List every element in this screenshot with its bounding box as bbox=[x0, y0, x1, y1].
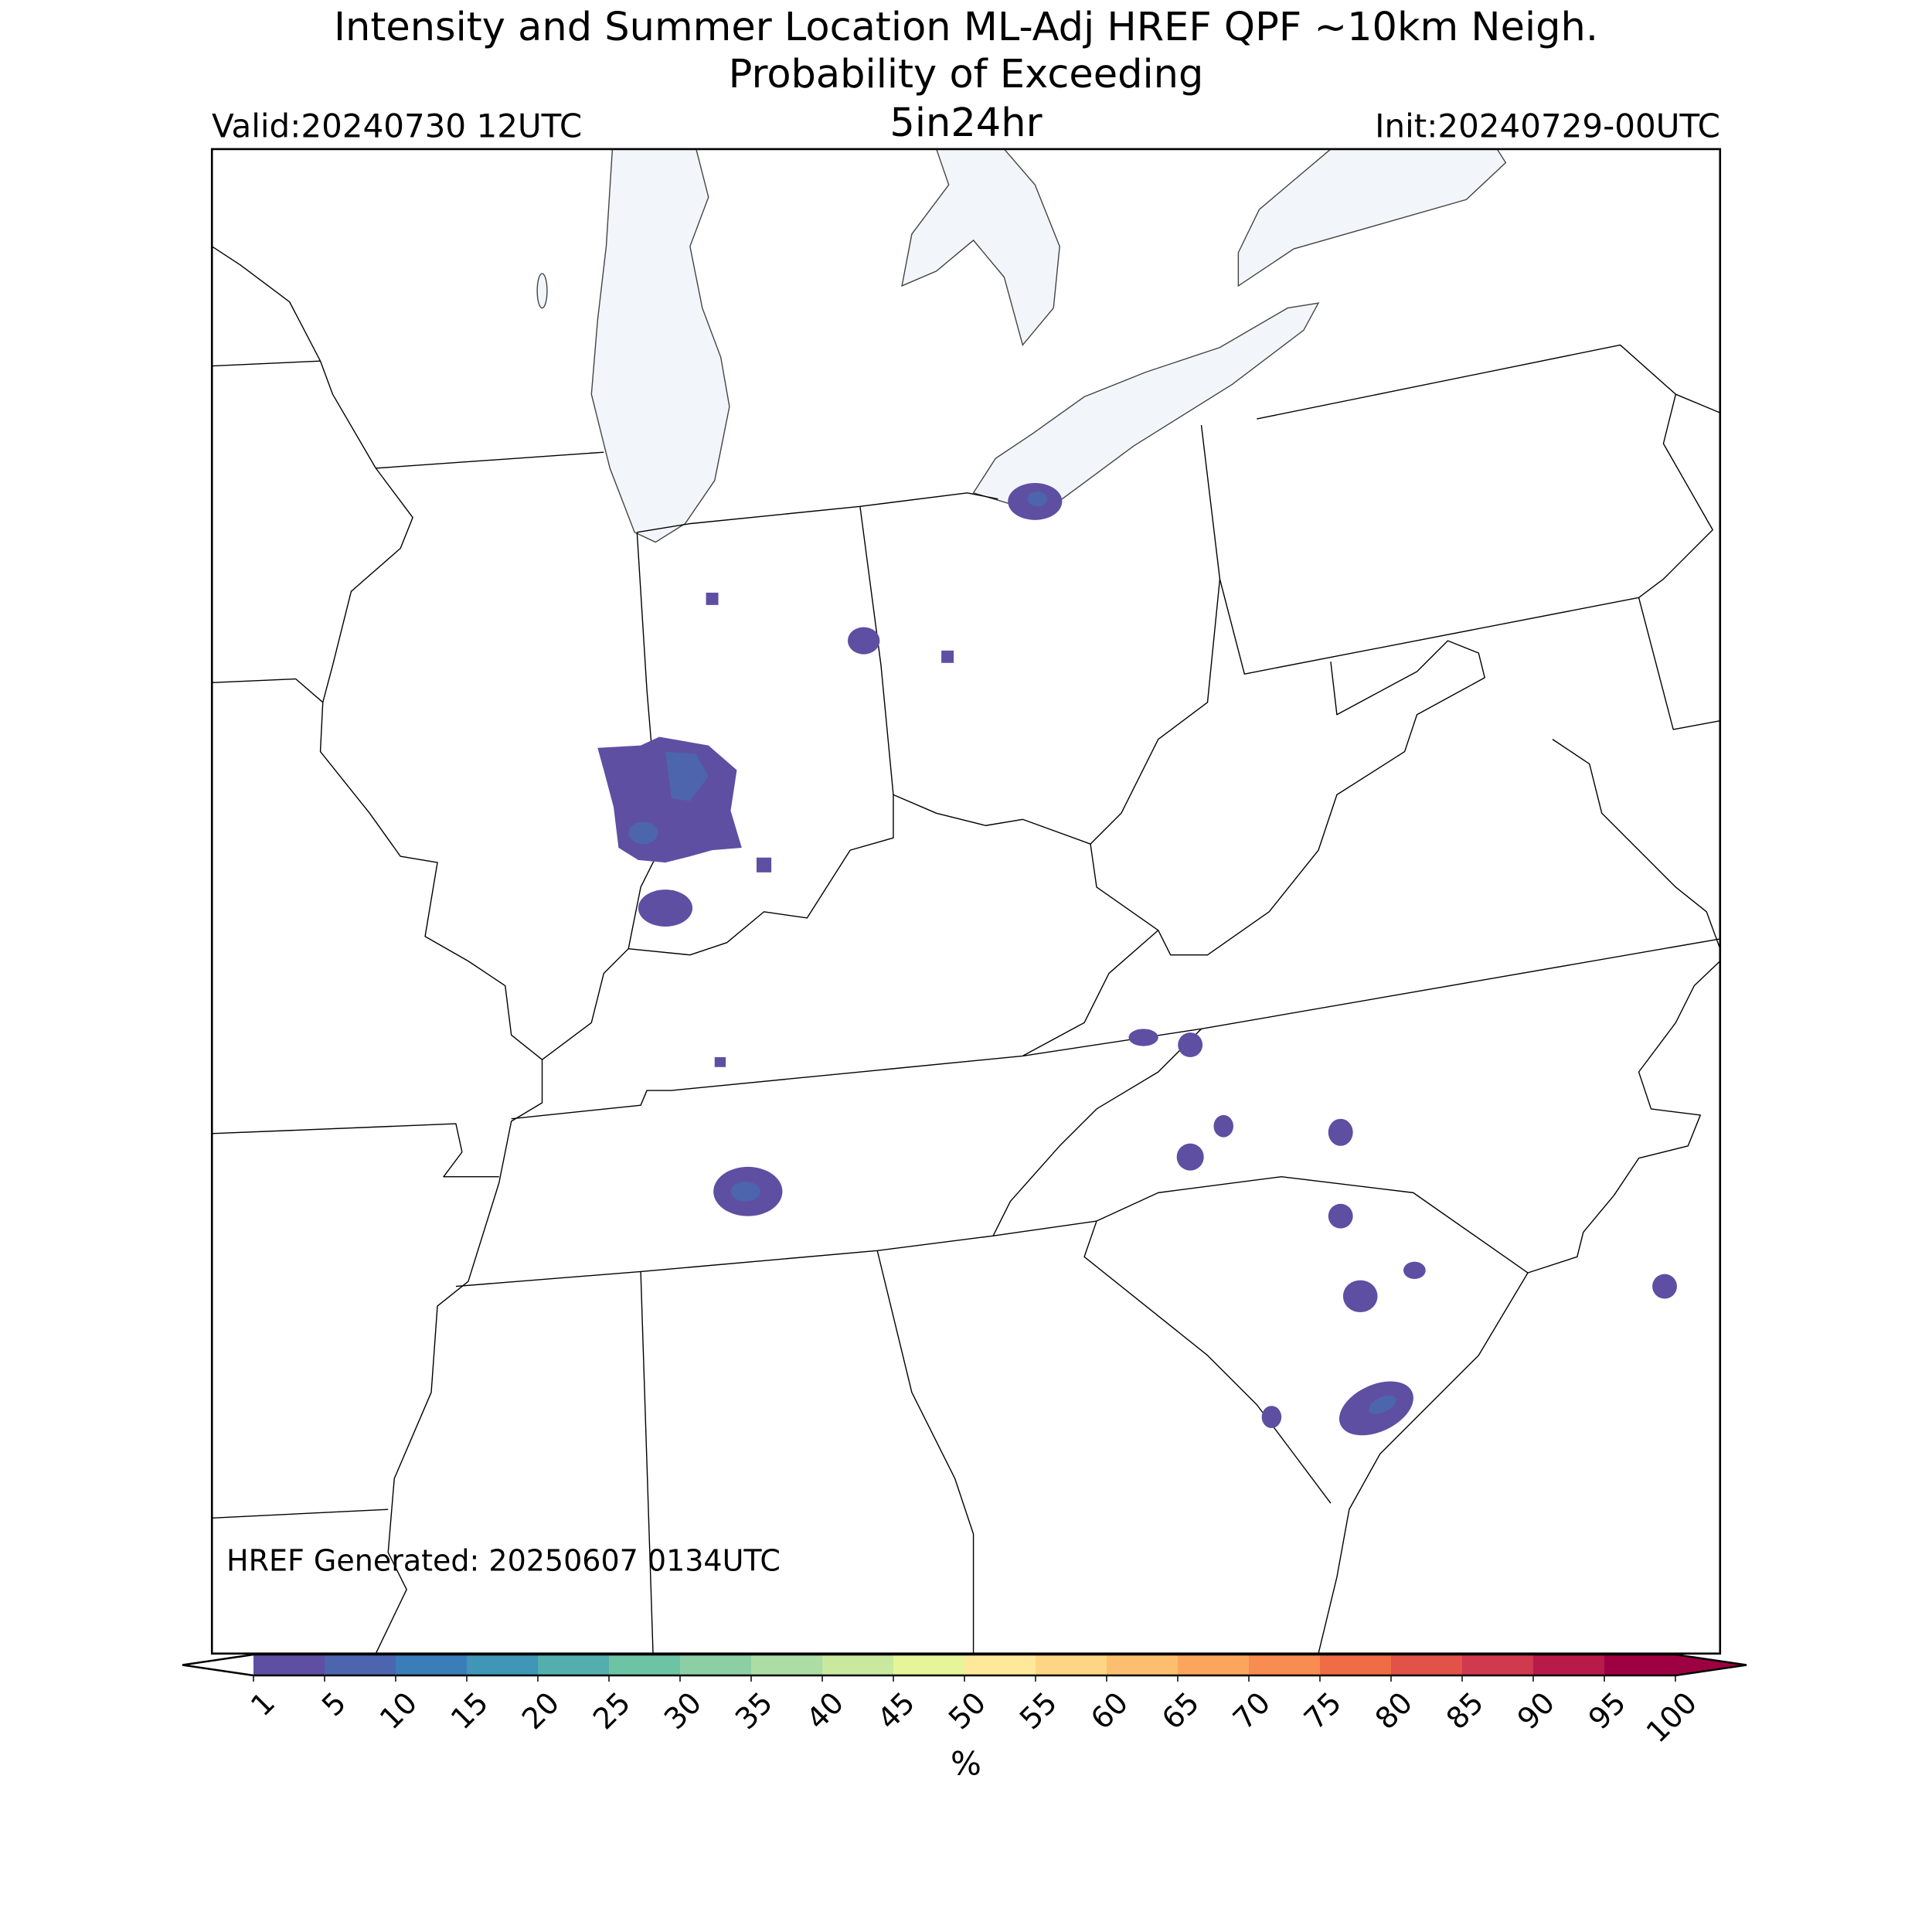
lake-huron bbox=[902, 148, 1060, 345]
prob-area bbox=[638, 889, 693, 927]
colorbar-segment bbox=[325, 1655, 396, 1675]
lake-ontario bbox=[1238, 148, 1505, 286]
prob-area bbox=[714, 1056, 726, 1067]
border bbox=[641, 1271, 653, 1653]
border bbox=[212, 247, 542, 1654]
colorbar-segment bbox=[1178, 1655, 1250, 1675]
prob-area bbox=[1328, 1118, 1353, 1146]
colorbar-segment bbox=[1107, 1655, 1179, 1675]
colorbar-segment bbox=[396, 1655, 468, 1675]
colorbar-segment bbox=[964, 1655, 1036, 1675]
border bbox=[212, 1509, 388, 1518]
colorbar-segment bbox=[1462, 1655, 1534, 1675]
border bbox=[1639, 394, 1713, 597]
prob-area bbox=[1328, 1203, 1353, 1229]
prob-area bbox=[706, 592, 719, 605]
lake-michigan bbox=[591, 148, 730, 543]
border bbox=[1084, 1221, 1331, 1503]
map-features bbox=[212, 148, 1720, 1654]
border bbox=[1257, 345, 1719, 419]
colorbar-segment bbox=[253, 1655, 325, 1675]
colorbar-segment bbox=[1320, 1655, 1392, 1675]
colorbar-segment bbox=[893, 1655, 965, 1675]
colorbar-segment bbox=[1533, 1655, 1605, 1675]
prob-area bbox=[665, 751, 709, 801]
valid-time: Valid:20240730 12UTC bbox=[212, 107, 582, 145]
border bbox=[860, 506, 893, 794]
colorbar-segment bbox=[822, 1655, 894, 1675]
border bbox=[376, 452, 604, 468]
title: Intensity and Summer Location ML-Adj HRE… bbox=[334, 5, 1598, 50]
generated-note: HREF Generated: 20250607 0134UTC bbox=[226, 1544, 781, 1578]
prob-area bbox=[756, 857, 772, 872]
init-time: Init:20240729-00UTC bbox=[1375, 107, 1720, 145]
threshold: 5in24hr bbox=[889, 100, 1042, 146]
prob-area bbox=[628, 821, 658, 845]
colorbar-segment bbox=[1249, 1655, 1321, 1675]
map bbox=[212, 149, 1720, 1654]
colorbar-segment bbox=[467, 1655, 539, 1675]
subtitle: Probability of Exceeding bbox=[729, 52, 1204, 97]
colorbar-segment bbox=[1604, 1655, 1676, 1675]
border bbox=[877, 1250, 973, 1653]
border bbox=[1090, 641, 1485, 955]
colorbar-segment bbox=[751, 1655, 823, 1675]
border bbox=[993, 1029, 1201, 1236]
prob-area bbox=[1027, 492, 1048, 507]
colorbar-segment bbox=[538, 1655, 610, 1675]
border bbox=[1022, 930, 1158, 1056]
border bbox=[212, 679, 322, 702]
prob-area bbox=[1342, 1280, 1378, 1313]
probability-areas bbox=[597, 483, 1677, 1436]
prob-area bbox=[1128, 1029, 1158, 1046]
lake-erie bbox=[974, 303, 1318, 508]
prob-area bbox=[730, 1182, 760, 1202]
prob-area bbox=[1213, 1114, 1233, 1138]
colorbar-segment bbox=[680, 1655, 752, 1675]
prob-area bbox=[1261, 1406, 1282, 1428]
colorbar-segment bbox=[1391, 1655, 1463, 1675]
coastline bbox=[1318, 961, 1720, 1654]
colorbar-segment bbox=[609, 1655, 681, 1675]
prob-area bbox=[1178, 1032, 1203, 1057]
colorbar-extend-high bbox=[1675, 1655, 1747, 1675]
lake-small bbox=[537, 274, 547, 308]
prob-area bbox=[1176, 1143, 1204, 1171]
border bbox=[212, 361, 320, 366]
colorbar-segment bbox=[1036, 1655, 1107, 1675]
prob-area bbox=[1369, 1395, 1396, 1414]
border bbox=[543, 532, 659, 1060]
prob-area bbox=[1403, 1261, 1426, 1279]
border bbox=[628, 425, 1219, 955]
prob-area bbox=[941, 650, 954, 663]
border bbox=[212, 1124, 498, 1177]
prob-area bbox=[1652, 1274, 1677, 1299]
map-frame bbox=[212, 149, 1720, 1654]
colorbar-extend-low bbox=[182, 1655, 253, 1675]
colorbar-label: % bbox=[951, 1745, 981, 1783]
coastline bbox=[1553, 740, 1720, 949]
prob-area bbox=[847, 627, 880, 655]
